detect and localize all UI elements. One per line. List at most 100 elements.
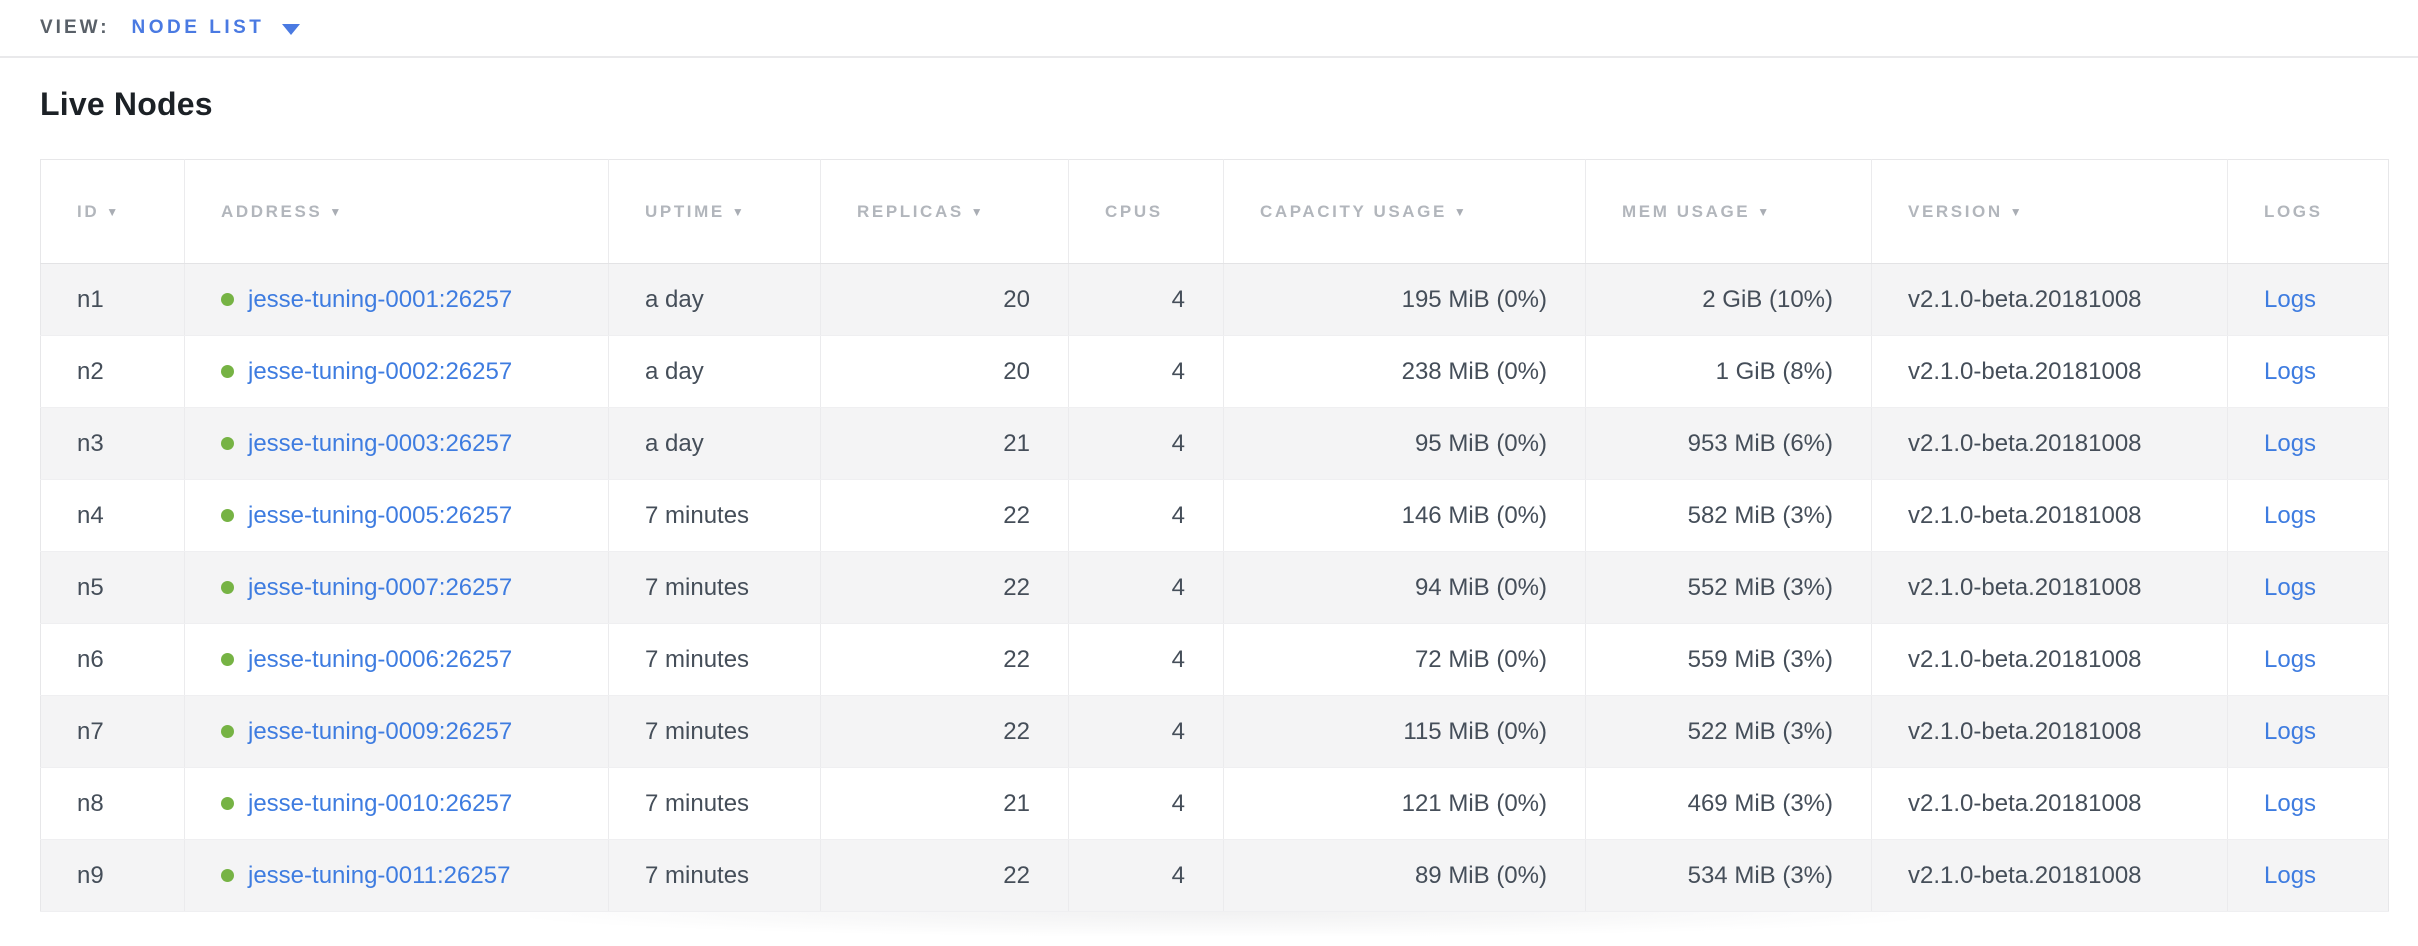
page-title: Live Nodes: [40, 86, 213, 122]
logs-link[interactable]: Logs: [2264, 645, 2317, 673]
cell-uptime: a day: [608, 263, 821, 336]
cell-version: v2.1.0-beta.20181008: [1871, 695, 2228, 768]
node-address-link[interactable]: jesse-tuning-0005:26257: [248, 501, 513, 529]
node-address-link[interactable]: jesse-tuning-0011:26257: [248, 861, 511, 889]
cell-capacity: 115 MiB (0%): [1223, 695, 1586, 768]
cell-cpus: 4: [1068, 551, 1224, 624]
logs-link[interactable]: Logs: [2264, 501, 2317, 529]
logs-link[interactable]: Logs: [2264, 717, 2317, 745]
node-address-link[interactable]: jesse-tuning-0009:26257: [248, 717, 513, 745]
column-header-uptime[interactable]: UPTIME ▼: [608, 159, 821, 264]
cell-mem: 2 GiB (10%): [1585, 263, 1872, 336]
cell-capacity: 238 MiB (0%): [1223, 335, 1586, 408]
cell-id: n5: [40, 551, 185, 624]
cell-replicas: 22: [820, 479, 1069, 552]
column-header-mem[interactable]: MEM USAGE ▼: [1585, 159, 1872, 264]
cell-mem: 1 GiB (8%): [1585, 335, 1872, 408]
cell-uptime: 7 minutes: [608, 479, 821, 552]
node-live-status-icon: [221, 797, 234, 810]
live-nodes-table-container: ID ▼ ADDRESS ▼ UPTIME ▼ REPLICAS ▼ CPUS CAPACITY …: [40, 159, 2389, 936]
column-header-label: ADDRESS: [221, 201, 323, 221]
logs-link[interactable]: Logs: [2264, 285, 2317, 313]
cell-logs: Logs: [2227, 335, 2389, 408]
cell-cpus: 4: [1068, 407, 1224, 480]
logs-link[interactable]: Logs: [2264, 357, 2317, 385]
cell-cpus: 4: [1068, 335, 1224, 408]
sort-caret-icon: ▼: [731, 204, 747, 219]
cell-uptime: 7 minutes: [608, 767, 821, 840]
sort-caret-icon: ▼: [1453, 204, 1469, 219]
cell-cpus: 4: [1068, 263, 1224, 336]
cell-logs: Logs: [2227, 407, 2389, 480]
column-header-address[interactable]: ADDRESS ▼: [184, 159, 609, 264]
node-address-link[interactable]: jesse-tuning-0007:26257: [248, 573, 513, 601]
cell-version: v2.1.0-beta.20181008: [1871, 839, 2228, 912]
cell-mem: 552 MiB (3%): [1585, 551, 1872, 624]
table-row: n7 jesse-tuning-0009:26257 7 minutes 22 4 115…: [40, 695, 2389, 768]
cell-cpus: 4: [1068, 479, 1224, 552]
cell-id: n3: [40, 407, 185, 480]
node-live-status-icon: [221, 653, 234, 666]
cell-address: jesse-tuning-0001:26257: [184, 263, 609, 336]
cell-address: jesse-tuning-0007:26257: [184, 551, 609, 624]
table-header-row: ID ▼ ADDRESS ▼ UPTIME ▼ REPLICAS ▼ CPUS CAPACITY …: [40, 159, 2389, 264]
address-cell-content: jesse-tuning-0011:26257: [221, 862, 608, 890]
cell-capacity: 195 MiB (0%): [1223, 263, 1586, 336]
column-header-cpus: CPUS: [1068, 159, 1224, 264]
node-address-link[interactable]: jesse-tuning-0001:26257: [248, 285, 513, 313]
logs-link[interactable]: Logs: [2264, 789, 2317, 817]
view-label: VIEW:: [40, 17, 110, 38]
node-address-link[interactable]: jesse-tuning-0010:26257: [248, 789, 513, 817]
cell-version: v2.1.0-beta.20181008: [1871, 623, 2228, 696]
cell-uptime: 7 minutes: [608, 839, 821, 912]
logs-link[interactable]: Logs: [2264, 861, 2317, 889]
address-cell-content: jesse-tuning-0010:26257: [221, 790, 608, 818]
view-dropdown[interactable]: NODE LIST: [132, 17, 301, 39]
table-row: n5 jesse-tuning-0007:26257 7 minutes 22 4 94 …: [40, 551, 2389, 624]
cell-address: jesse-tuning-0011:26257: [184, 839, 609, 912]
column-header-label: ID: [77, 201, 100, 221]
column-header-label: UPTIME: [645, 201, 725, 221]
address-cell-content: jesse-tuning-0002:26257: [221, 358, 608, 386]
cell-version: v2.1.0-beta.20181008: [1871, 767, 2228, 840]
column-header-label: REPLICAS: [857, 201, 964, 221]
cell-replicas: 22: [820, 839, 1069, 912]
logs-link[interactable]: Logs: [2264, 573, 2317, 601]
node-live-status-icon: [221, 581, 234, 594]
column-header-capacity[interactable]: CAPACITY USAGE ▼: [1223, 159, 1586, 264]
column-header-replicas[interactable]: REPLICAS ▼: [820, 159, 1069, 264]
table-row: n9 jesse-tuning-0011:26257 7 minutes 22 4 89 …: [40, 839, 2389, 912]
column-header-id[interactable]: ID ▼: [40, 159, 185, 264]
column-header-logs: LOGS: [2227, 159, 2389, 264]
cell-logs: Logs: [2227, 695, 2389, 768]
node-live-status-icon: [221, 869, 234, 882]
address-cell-content: jesse-tuning-0003:26257: [221, 430, 608, 458]
node-address-link[interactable]: jesse-tuning-0002:26257: [248, 357, 513, 385]
cell-logs: Logs: [2227, 623, 2389, 696]
table-body: n1 jesse-tuning-0001:26257 a day 20 4 195 MiB…: [40, 263, 2389, 912]
logs-link[interactable]: Logs: [2264, 429, 2317, 457]
cell-id: n8: [40, 767, 185, 840]
cell-capacity: 95 MiB (0%): [1223, 407, 1586, 480]
node-address-link[interactable]: jesse-tuning-0003:26257: [248, 429, 513, 457]
cell-id: n2: [40, 335, 185, 408]
node-address-link[interactable]: jesse-tuning-0006:26257: [248, 645, 513, 673]
cell-version: v2.1.0-beta.20181008: [1871, 407, 2228, 480]
cell-version: v2.1.0-beta.20181008: [1871, 479, 2228, 552]
cell-capacity: 72 MiB (0%): [1223, 623, 1586, 696]
cell-address: jesse-tuning-0009:26257: [184, 695, 609, 768]
node-live-status-icon: [221, 365, 234, 378]
sort-caret-icon: ▼: [106, 204, 121, 219]
column-header-label: CAPACITY USAGE: [1260, 201, 1447, 221]
sort-caret-icon: ▼: [329, 204, 344, 219]
column-header-version[interactable]: VERSION ▼: [1871, 159, 2228, 264]
cell-id: n6: [40, 623, 185, 696]
column-header-label: VERSION: [1908, 201, 2003, 221]
cell-address: jesse-tuning-0006:26257: [184, 623, 609, 696]
sort-caret-icon: ▼: [1757, 204, 1772, 219]
cell-uptime: 7 minutes: [608, 623, 821, 696]
cell-logs: Logs: [2227, 767, 2389, 840]
cell-capacity: 94 MiB (0%): [1223, 551, 1586, 624]
sort-caret-icon: ▼: [2009, 204, 2025, 219]
cell-cpus: 4: [1068, 695, 1224, 768]
